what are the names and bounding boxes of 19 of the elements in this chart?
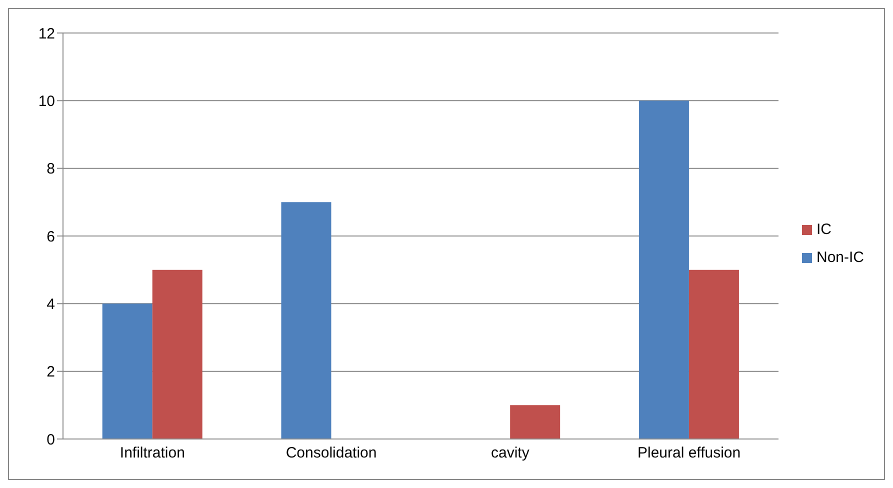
y-tick-label: 0 (46, 431, 55, 448)
x-tick-label: Consolidation (286, 444, 377, 462)
bar (688, 270, 739, 439)
y-tick-label: 2 (46, 364, 55, 381)
x-tick-label: Pleural effusion (637, 444, 741, 462)
bar (281, 202, 332, 439)
bar (638, 100, 689, 439)
legend-label: IC (816, 221, 832, 238)
x-tick-label: Infiltration (120, 444, 185, 462)
bar (102, 304, 152, 439)
bar (510, 405, 560, 439)
y-tick-label: 10 (38, 92, 55, 110)
y-tick-label: 12 (38, 25, 55, 42)
y-tick-label: 8 (46, 160, 55, 178)
x-tick-label: cavity (491, 444, 530, 462)
y-tick-label: 4 (46, 296, 55, 313)
legend-label: Non-IC (816, 249, 864, 266)
y-tick-label: 6 (46, 228, 55, 246)
bar (152, 270, 202, 439)
